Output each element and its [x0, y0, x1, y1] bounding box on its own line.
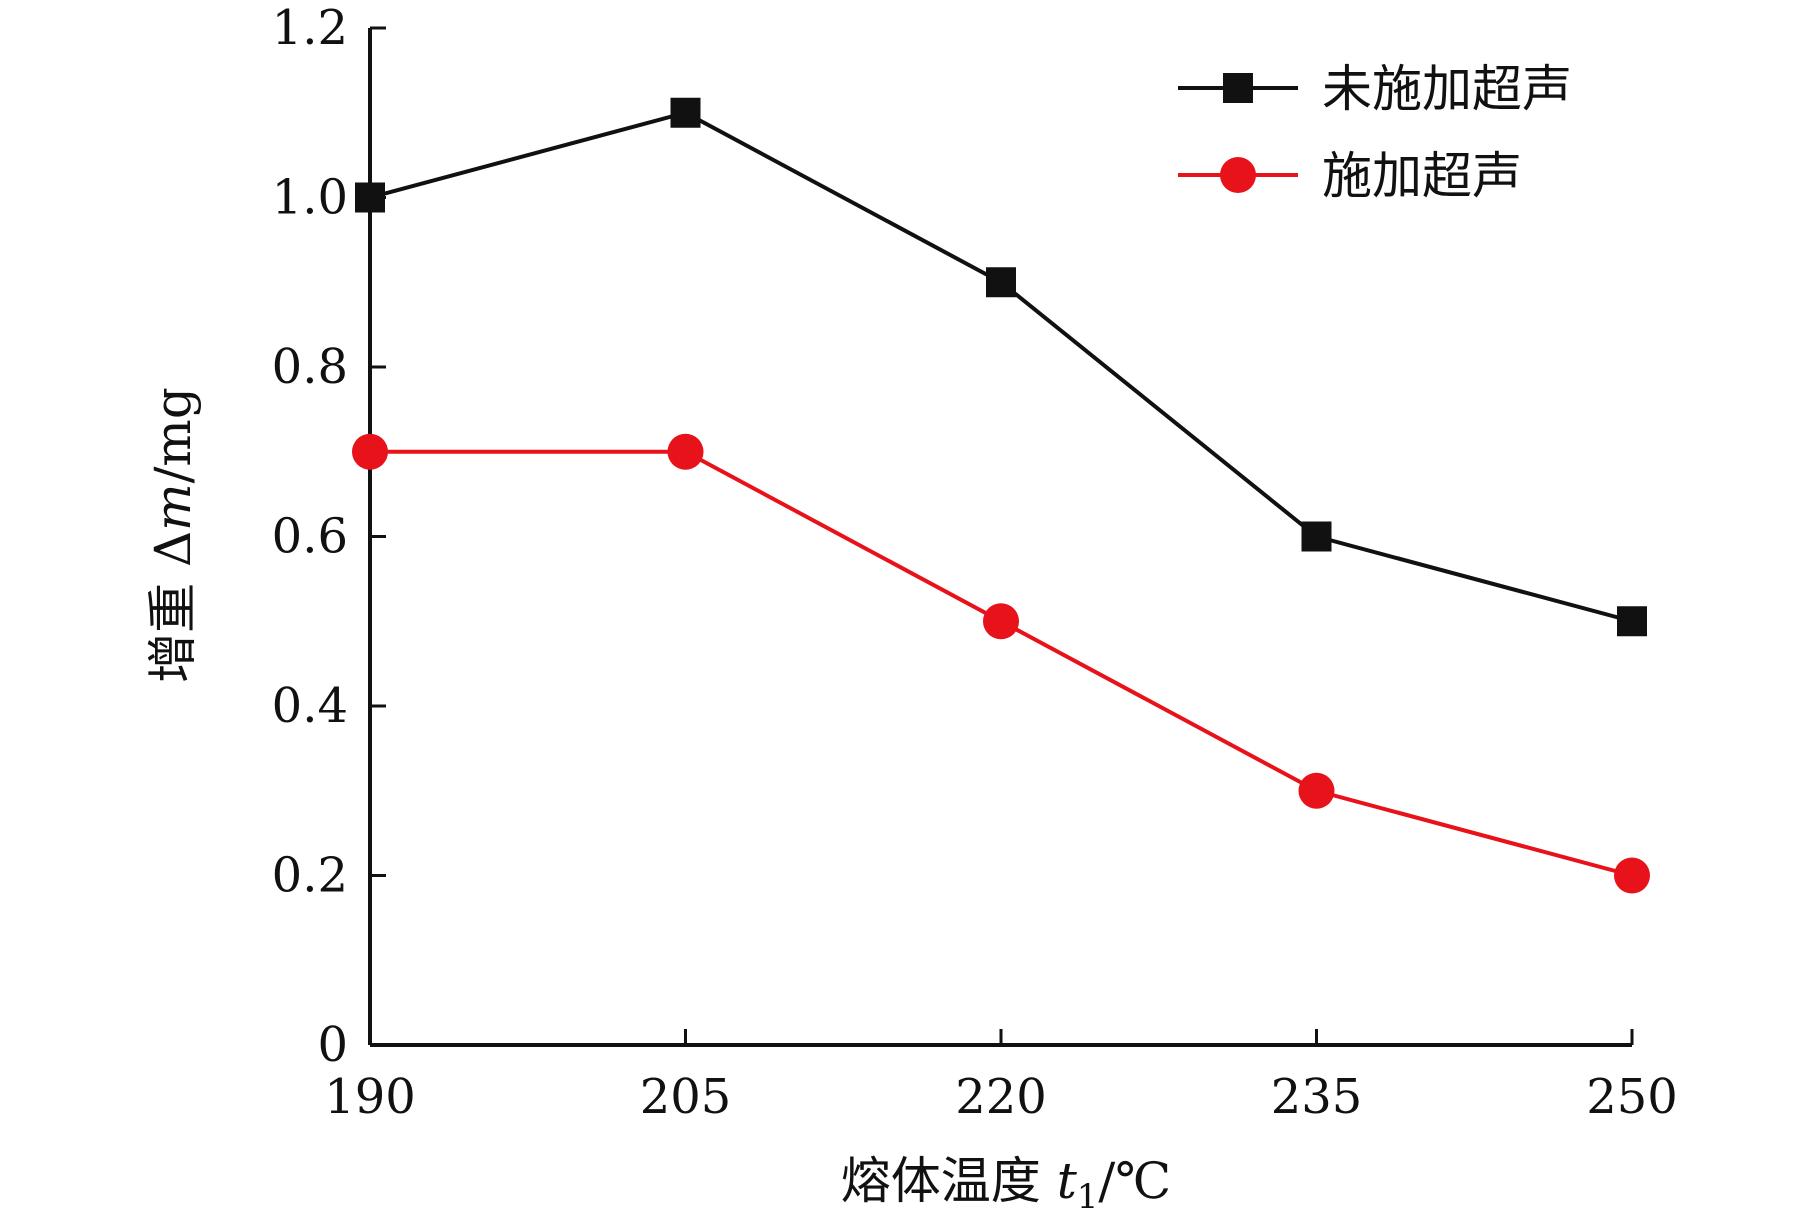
y-tick-label: 0.4: [272, 678, 348, 734]
y-axis-ticks: 0 0.2 0.4 0.6 0.8 1.0 1.2: [272, 0, 386, 1073]
data-point-square: [986, 267, 1016, 298]
x-tick-label: 235: [1271, 1069, 1363, 1125]
x-tick-label: 250: [1586, 1069, 1678, 1125]
legend-marker-square: [1223, 73, 1253, 103]
y-tick-label: 0.2: [272, 848, 348, 904]
series-line: [370, 449, 1633, 878]
y-tick-label: 1.0: [272, 170, 348, 226]
data-point-circle: [352, 433, 388, 470]
data-point-circle: [1298, 772, 1335, 809]
legend-marker-circle: [1220, 157, 1256, 193]
x-tick-label: 205: [640, 1069, 732, 1125]
data-point-square: [355, 182, 385, 213]
legend: 未施加超声 施加超声: [1178, 60, 1572, 205]
y-axis-title-var: m: [144, 483, 202, 530]
data-point-square: [1301, 521, 1332, 552]
legend-item-no-ultrasound: 未施加超声: [1178, 60, 1572, 118]
x-axis-title-main: 熔体温度: [841, 1152, 1057, 1210]
y-tick-label: 0: [317, 1017, 348, 1073]
y-tick-label: 0.6: [272, 509, 348, 565]
x-axis-title-var: t: [1057, 1152, 1078, 1210]
y-tick-label: 1.2: [272, 0, 348, 56]
y-axis-title-main: 增重 Δ: [144, 531, 202, 683]
data-point-circle: [667, 433, 704, 470]
data-point-circle: [1614, 857, 1650, 894]
y-tick-label: 0.8: [272, 339, 348, 395]
series-no-ultrasound: [355, 97, 1647, 637]
y-axis-title: 增重 Δm/mg: [144, 387, 202, 683]
legend-item-ultrasound: 施加超声: [1178, 147, 1522, 205]
x-axis-title-sub: 1: [1077, 1177, 1099, 1217]
data-point-circle: [983, 603, 1019, 640]
x-tick-label: 220: [955, 1069, 1047, 1125]
x-axis-ticks: 190 205 220 235 250: [324, 1029, 1678, 1125]
series-ultrasound: [352, 433, 1650, 894]
legend-label-ultrasound: 施加超声: [1322, 147, 1522, 205]
data-point-square: [670, 97, 701, 128]
x-axis-title-unit: /℃: [1098, 1152, 1171, 1210]
x-tick-label: 190: [324, 1069, 416, 1125]
legend-label-no-ultrasound: 未施加超声: [1322, 60, 1572, 118]
y-axis-title-unit: /mg: [144, 387, 202, 483]
data-point-square: [1617, 606, 1647, 637]
series-layer: [352, 97, 1650, 894]
x-axis-title: 熔体温度 t1/℃: [841, 1152, 1171, 1217]
